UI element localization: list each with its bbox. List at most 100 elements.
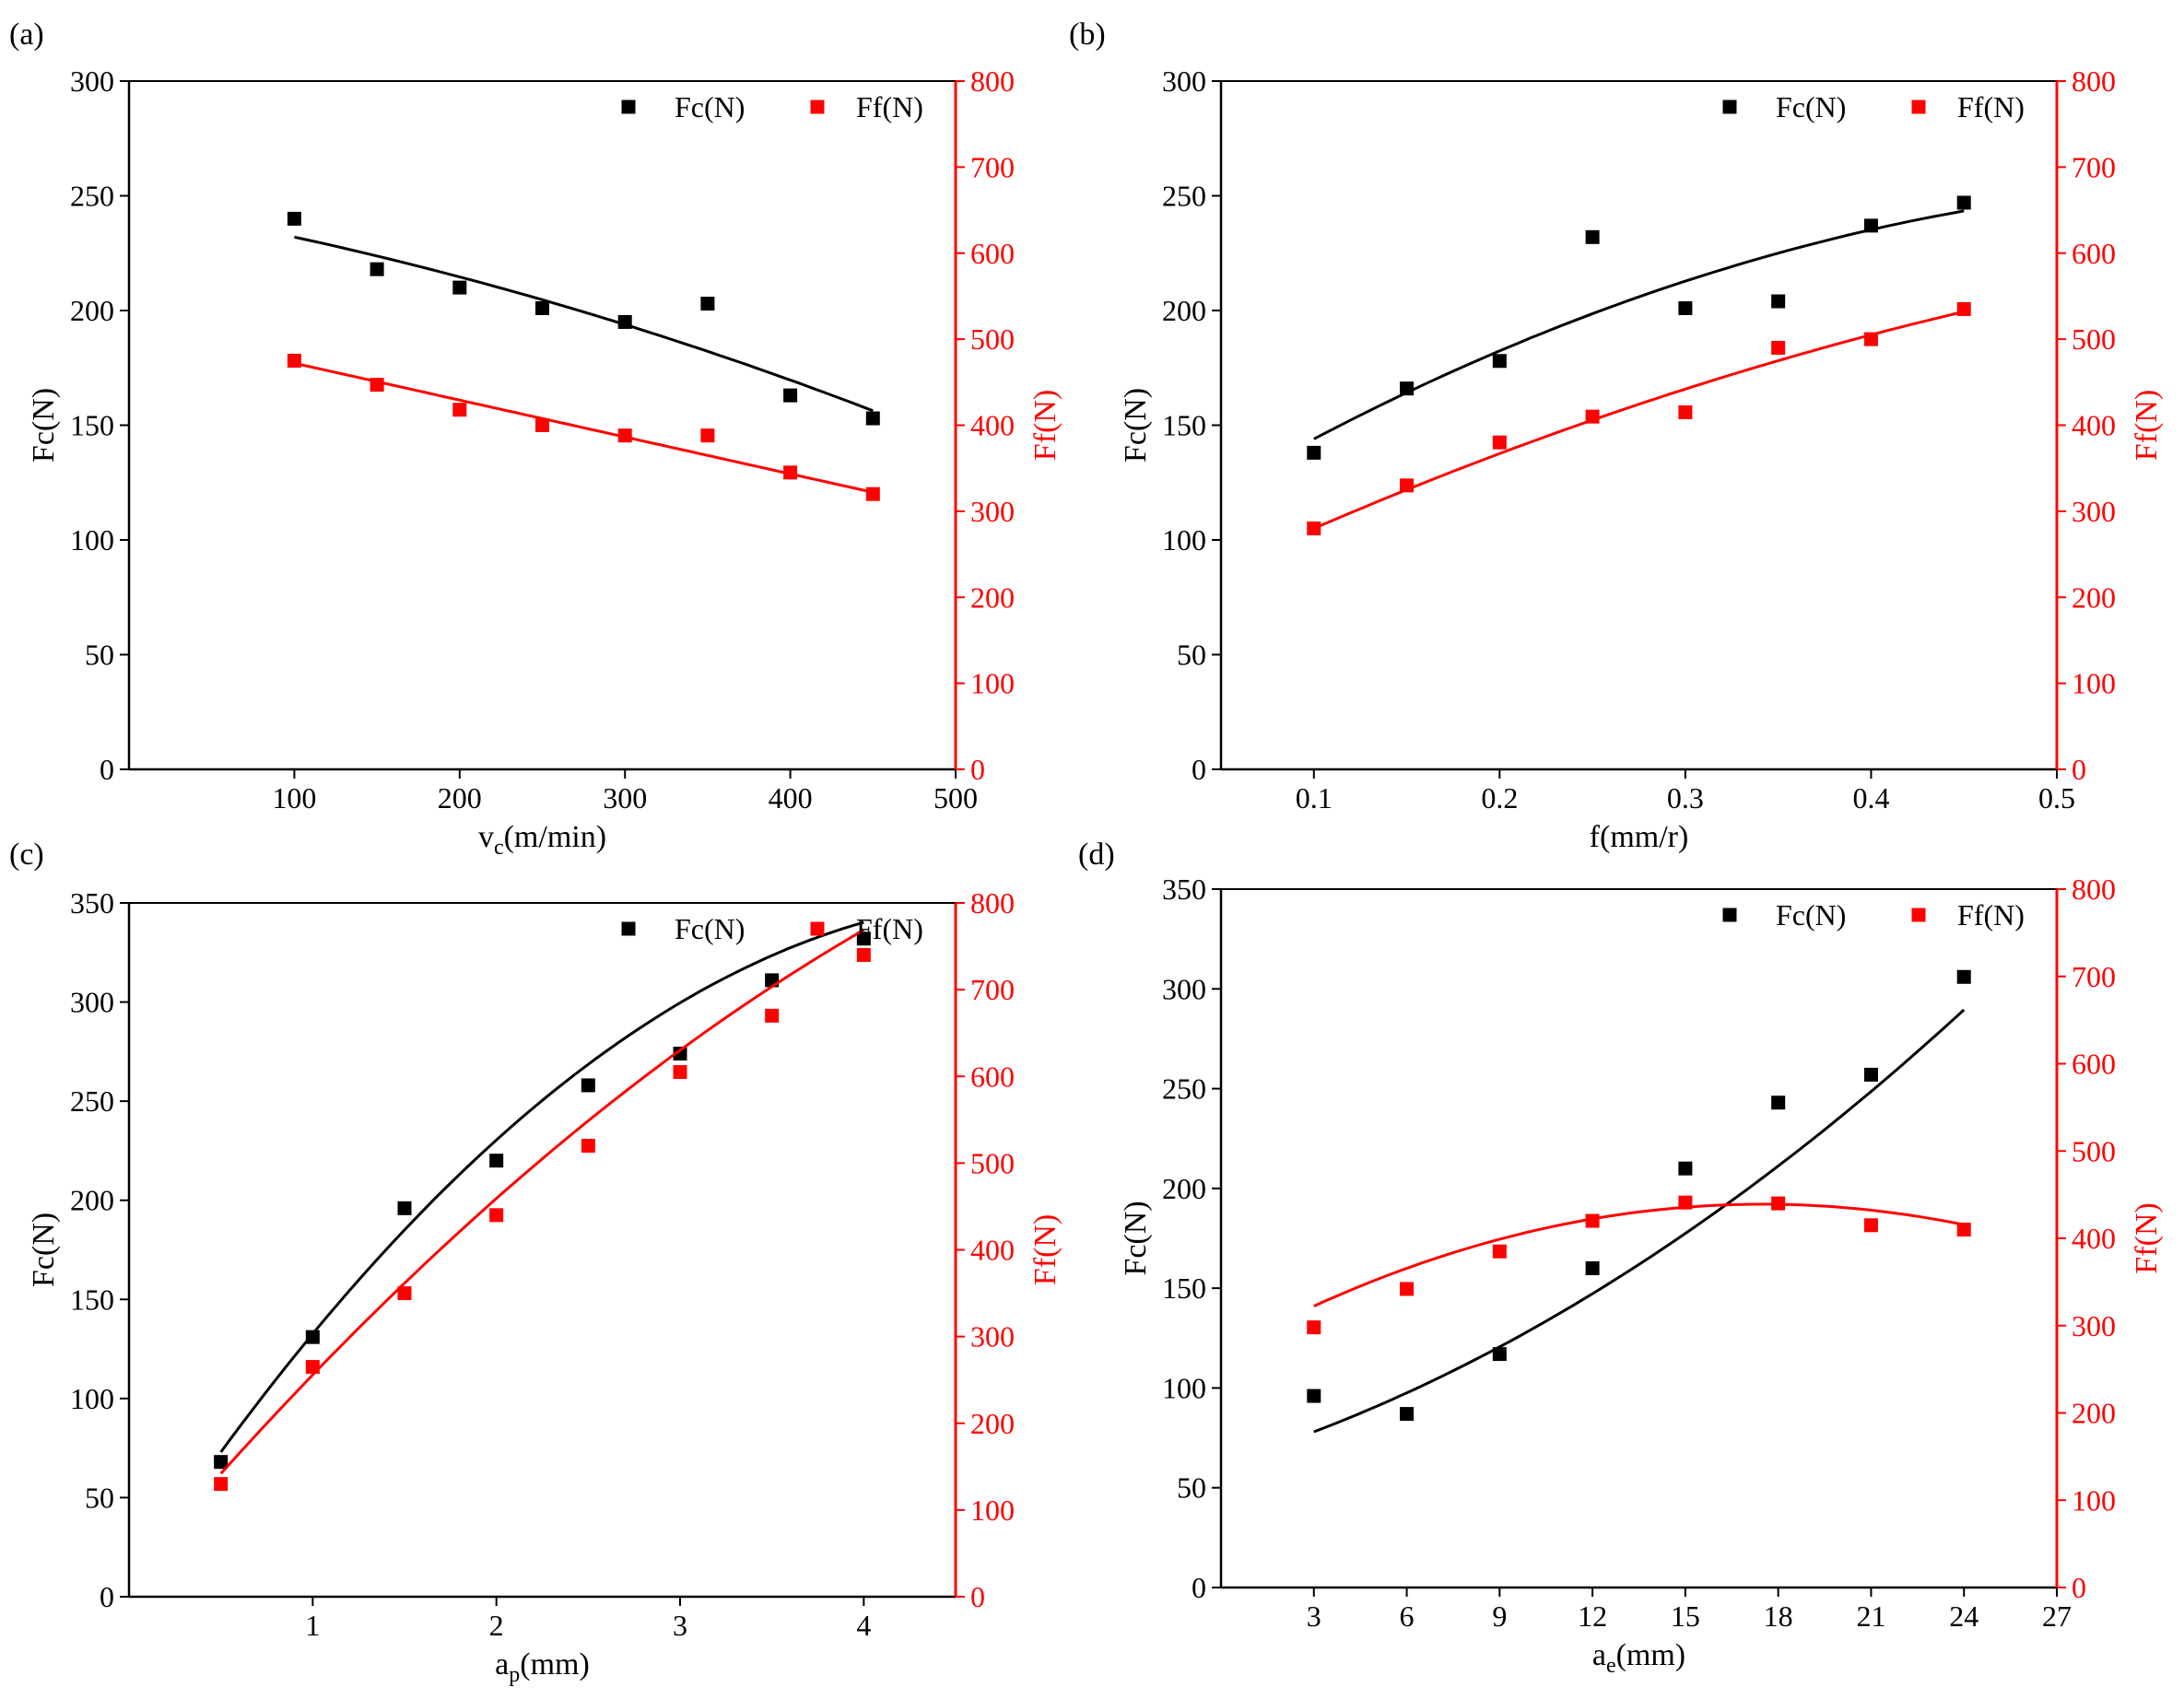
y-left-tick-label: 100	[1162, 1371, 1206, 1404]
x-tick-label: 100	[272, 781, 316, 814]
y-right-title: Ff(N)	[2130, 1202, 2164, 1273]
x-title-main: a	[1592, 1638, 1606, 1672]
data-point-fc	[1771, 1096, 1786, 1110]
y-left-title: Fc(N)	[1119, 388, 1153, 463]
y-right-tick-label: 500	[2072, 322, 2116, 356]
y-right-tick-label: 400	[970, 1234, 1015, 1267]
x-tick-label: 300	[603, 781, 647, 814]
legend-label-ff: Ff(N)	[1957, 90, 2025, 123]
data-point-fc	[700, 297, 715, 311]
x-tick-label: 9	[1492, 1599, 1507, 1633]
y-right-tick-label: 0	[2072, 1571, 2086, 1604]
panel-a: (a)100 200 300 400 5000501001502002503000100…	[9, 18, 1063, 860]
data-point-ff	[1400, 478, 1415, 493]
y-left-tick-label: 150	[70, 409, 114, 442]
data-point-ff	[783, 465, 798, 480]
x-tick-label: 2	[489, 1609, 504, 1642]
y-right-tick-label: 800	[2072, 873, 2116, 906]
x-tick-label: 24	[1949, 1599, 1979, 1633]
y-left-tick-label: 50	[1177, 639, 1206, 672]
data-point-fc	[397, 1201, 412, 1215]
data-point-ff	[1678, 404, 1693, 419]
y-right-tick-label: 400	[2072, 409, 2116, 442]
x-title-main: f(mm/r)	[1590, 820, 1689, 854]
x-tick-label: 1	[305, 1609, 320, 1642]
y-left-tick-label: 250	[1162, 1072, 1206, 1106]
y-right-tick-label: 800	[970, 886, 1015, 920]
data-point-fc	[1678, 1161, 1693, 1176]
y-right-title: Ff(N)	[1028, 1214, 1063, 1285]
fit-line-ff	[219, 929, 865, 1475]
y-left-tick-label: 200	[70, 294, 114, 327]
x-axis-title: ae(mm)	[1592, 1638, 1685, 1678]
data-point-ff	[765, 1008, 780, 1023]
data-point-fc	[673, 1047, 687, 1061]
data-point-fc	[1492, 1347, 1507, 1362]
legend-marker-ff	[1911, 100, 1926, 114]
y-right-tick-label: 300	[2072, 1309, 2116, 1342]
data-point-ff	[452, 403, 467, 417]
x-tick-label: 4	[856, 1609, 871, 1642]
y-right-tick-label: 0	[2072, 753, 2086, 786]
data-point-ff	[1956, 1223, 1971, 1237]
y-right-title: Ff(N)	[2130, 390, 2164, 461]
data-point-fc	[1771, 294, 1786, 309]
data-point-ff	[1400, 1282, 1415, 1296]
x-axis-title: vc(m/min)	[478, 820, 606, 860]
fit-line-fc	[219, 920, 864, 1453]
y-left-tick-label: 0	[100, 1580, 114, 1613]
y-left-tick-label: 0	[100, 753, 114, 786]
y-right-tick-label: 300	[2072, 495, 2116, 528]
data-point-ff	[1956, 301, 1971, 316]
x-title-rest: (mm)	[520, 1647, 590, 1681]
data-point-fc	[1863, 218, 1878, 233]
y-right-tick-label: 200	[2072, 580, 2116, 614]
x-tick-label: 6	[1400, 1599, 1415, 1633]
y-right-tick-label: 600	[2072, 237, 2116, 270]
data-point-fc	[1678, 301, 1693, 316]
legend-marker-ff	[810, 100, 825, 114]
y-right-tick-label: 500	[970, 1146, 1015, 1179]
y-left-tick-label: 150	[1162, 1271, 1206, 1305]
y-right-tick-label: 700	[2072, 150, 2116, 183]
x-title-main: v	[478, 820, 494, 854]
x-axis-title: f(mm/r)	[1590, 820, 1689, 854]
y-left-tick-label: 150	[70, 1283, 114, 1316]
y-right-tick-label: 100	[970, 1494, 1015, 1527]
panel-d: (d)3 6 9 12 15 18 21 24 270501001502002503003500…	[1078, 838, 2164, 1678]
panel-label: (c)	[9, 838, 44, 872]
y-right-tick-label: 0	[970, 753, 985, 786]
data-point-fc	[1585, 1260, 1600, 1275]
data-point-ff	[305, 1360, 320, 1375]
data-point-fc	[1307, 1388, 1321, 1403]
y-right-tick-label: 300	[970, 495, 1015, 528]
data-point-fc	[287, 211, 301, 226]
x-tick-label: 3	[673, 1609, 687, 1642]
y-left-tick-label: 50	[85, 639, 114, 672]
data-point-ff	[397, 1286, 412, 1301]
y-left-title: Fc(N)	[27, 1213, 61, 1287]
data-point-fc	[1956, 969, 1971, 984]
data-point-ff	[581, 1139, 595, 1154]
x-tick-label: 0.2	[1481, 781, 1518, 814]
data-point-fc	[617, 314, 632, 329]
x-tick-label: 200	[438, 781, 482, 814]
data-point-ff	[1492, 1244, 1507, 1259]
y-right-tick-label: 600	[970, 1060, 1015, 1093]
data-point-ff	[673, 1065, 687, 1080]
data-point-fc	[452, 280, 467, 295]
data-point-fc	[1307, 445, 1321, 460]
x-tick-label: 0.4	[1852, 781, 1889, 814]
fit-line-fc	[294, 235, 874, 413]
legend-marker-fc	[1722, 100, 1737, 114]
x-title-sub: e	[1606, 1654, 1616, 1678]
x-tick-label: 3	[1307, 1599, 1321, 1633]
x-tick-label: 0.1	[1296, 781, 1333, 814]
y-left-tick-label: 350	[70, 886, 114, 920]
fit-line-ff	[294, 361, 874, 494]
x-tick-label: 400	[769, 781, 813, 814]
y-right-tick-label: 100	[2072, 667, 2116, 700]
x-title-sub: c	[494, 836, 504, 860]
data-point-fc	[1863, 1067, 1878, 1082]
